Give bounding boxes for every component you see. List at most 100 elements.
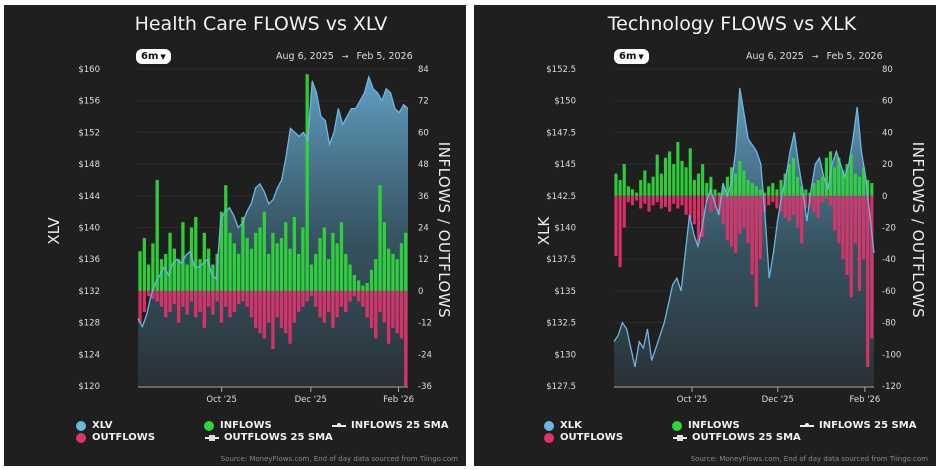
outflow-bar	[241, 290, 245, 302]
outflow-bar	[271, 290, 275, 350]
outflow-bar	[767, 195, 771, 206]
outflow-bar	[155, 290, 159, 302]
right-tick-label: 48	[418, 160, 429, 170]
left-tick-label: $132	[78, 287, 100, 297]
date-to[interactable]: Feb 5, 2026	[356, 51, 413, 62]
legend-item-inflows[interactable]: INFLOWS	[672, 420, 740, 431]
chevron-down-icon: ▼	[160, 53, 166, 61]
legend-item-outflows[interactable]: OUTFLOWS	[544, 432, 623, 443]
inflow-bar	[705, 183, 709, 196]
outflow-bar	[721, 195, 725, 225]
inflow-bar	[791, 157, 795, 196]
right-tick-label: 60	[418, 128, 429, 138]
outflow-bar	[374, 290, 378, 339]
inflow-bar	[758, 189, 762, 196]
inflow-bar	[266, 253, 271, 291]
outflow-bar	[775, 195, 779, 209]
outflow-bar	[318, 290, 322, 318]
outflow-bar	[142, 290, 146, 313]
range-selector-button[interactable]: 6m ▼	[614, 49, 649, 64]
legend-item-price[interactable]: XLK	[544, 420, 582, 431]
outflow-bar	[853, 195, 857, 244]
date-from[interactable]: Aug 6, 2025	[746, 51, 804, 62]
outflow-bar	[812, 195, 816, 212]
chart-canvas: $127.5 -120 $130 -100 $132.5 -80 $135 -60 $137.5…	[546, 65, 901, 405]
left-tick-label: $142.5	[546, 192, 576, 202]
legend-item-outflows-sma[interactable]: OUTFLOWS 25 SMA	[673, 432, 801, 443]
outflow-bar	[725, 195, 729, 241]
circle-icon	[672, 420, 682, 431]
x-tick-label: Oct '25	[677, 395, 708, 405]
outflow-bar	[386, 290, 391, 344]
date-from[interactable]: Aug 6, 2025	[276, 51, 334, 62]
inflow-bar	[795, 176, 800, 196]
square-line-icon	[673, 434, 687, 442]
outflow-bar	[841, 195, 845, 260]
outflow-bar	[639, 195, 643, 209]
left-tick-label: $140	[554, 224, 576, 234]
inflow-bar	[309, 264, 314, 291]
outflow-bar	[404, 290, 408, 386]
legend-item-inflows-sma[interactable]: INFLOWS 25 SMA	[800, 420, 916, 431]
right-tick-label: -60	[882, 287, 896, 297]
outflow-bar	[189, 290, 194, 302]
right-tick-label: -120	[882, 382, 901, 392]
legend-item-inflows-sma[interactable]: INFLOWS 25 SMA	[332, 420, 448, 431]
price-area	[614, 88, 874, 386]
dot-line-icon	[332, 422, 346, 430]
left-axis-label: XLV	[45, 217, 63, 245]
outflow-bar	[249, 290, 254, 318]
outflow-bar	[279, 290, 284, 328]
outflow-bar	[800, 195, 804, 244]
outflow-bar	[829, 195, 833, 206]
inflow-bar	[194, 216, 198, 291]
left-tick-label: $147.5	[546, 128, 576, 138]
inflow-bar	[709, 176, 713, 196]
date-range: Aug 6, 2025 → Feb 5, 2026	[746, 51, 883, 62]
inflow-bar	[404, 232, 408, 291]
legend-item-outflows[interactable]: OUTFLOWS	[76, 432, 155, 443]
inflow-bar	[361, 285, 365, 291]
right-tick-label: -40	[882, 255, 896, 265]
right-tick-label: -36	[418, 382, 432, 392]
inflow-bar	[643, 170, 647, 196]
legend-label: INFLOWS 25 SMA	[819, 420, 917, 431]
outflow-bar	[211, 290, 215, 315]
outflow-bar	[709, 195, 713, 212]
inflow-bar	[356, 280, 361, 291]
date-to[interactable]: Feb 5, 2026	[826, 51, 883, 62]
legend-item-outflows-sma[interactable]: OUTFLOWS 25 SMA	[205, 432, 333, 443]
outflow-bar	[284, 290, 288, 334]
technology-chart-panel: $127.5 -120 $130 -100 $132.5 -80 $135 -60 $137.5…	[474, 5, 936, 466]
outflow-bar	[326, 290, 331, 313]
legend-item-price[interactable]: XLV	[76, 420, 112, 431]
outflow-bar	[391, 290, 395, 328]
inflow-bar	[369, 269, 374, 291]
right-tick-label: -100	[882, 350, 901, 360]
left-tick-label: $130	[554, 350, 576, 360]
inflow-bar	[849, 154, 853, 196]
outflow-bar	[232, 290, 236, 313]
inflow-bar	[833, 167, 837, 196]
range-label: 6m	[141, 51, 159, 62]
square-line-icon	[205, 434, 219, 442]
inflow-bar	[750, 183, 754, 196]
outflow-bar	[164, 290, 168, 318]
outflow-bar	[352, 290, 356, 297]
inflow-bar	[159, 259, 164, 291]
inflow-bar	[365, 282, 369, 291]
inflow-bar	[348, 264, 352, 291]
outflow-bar	[245, 290, 249, 307]
outflow-bar	[717, 195, 721, 215]
chart-canvas: $120 -36 $124 -24 $128 -12 $132 0 $136 12 $140 24 $1…	[78, 65, 432, 405]
legend-label: OUTFLOWS 25 SMA	[692, 432, 801, 443]
inflow-bar	[779, 179, 783, 196]
inflow-bar	[663, 157, 668, 196]
inflow-bar	[701, 164, 705, 196]
legend-item-inflows[interactable]: INFLOWS	[204, 420, 272, 431]
chevron-down-icon: ▼	[638, 53, 644, 61]
legend-label: OUTFLOWS	[560, 432, 624, 443]
inflow-bar	[378, 185, 382, 291]
outflow-bar	[862, 195, 866, 260]
range-selector-button[interactable]: 6m ▼	[136, 49, 171, 64]
